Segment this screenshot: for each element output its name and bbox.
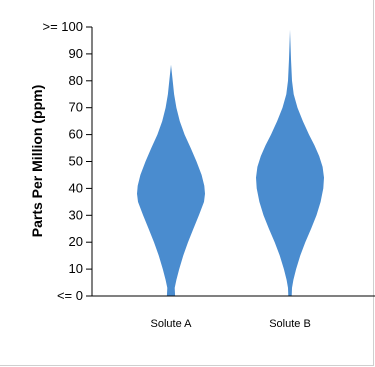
x-axis: Solute A Solute B — [92, 295, 375, 330]
y-axis-title: Parts Per Million (ppm) — [29, 85, 45, 237]
y-tick-label: 90 — [69, 46, 83, 61]
y-tick-label: 40 — [69, 180, 83, 195]
y-tick-label: 50 — [69, 154, 83, 169]
y-tick-label: 20 — [69, 234, 83, 249]
violin-solute-b — [256, 29, 324, 296]
y-axis: <= 0 10 20 30 40 50 60 70 80 90 >= 100 — [43, 19, 93, 303]
violin-solute-a — [137, 64, 205, 296]
y-tick-label: >= 100 — [43, 19, 84, 34]
x-category-label: Solute A — [151, 318, 193, 330]
y-tick-label: 70 — [69, 100, 83, 115]
y-tick-label: 80 — [69, 73, 83, 88]
x-category-label: Solute B — [269, 318, 311, 330]
y-tick-label: <= 0 — [57, 288, 83, 303]
y-tick-label: 60 — [69, 127, 83, 142]
y-tick-label: 30 — [69, 207, 83, 222]
violin-group — [137, 29, 324, 296]
y-tick-label: 10 — [69, 261, 83, 276]
